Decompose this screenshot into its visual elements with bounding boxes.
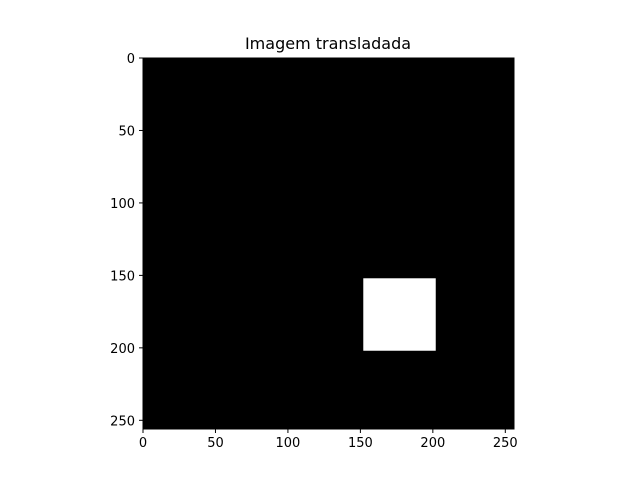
white-square-region: [363, 278, 436, 351]
x-axis: 0 50 100 150 200 250: [139, 429, 518, 451]
chart-title: Imagem transladada: [245, 34, 411, 53]
y-tick-label: 200: [110, 342, 135, 357]
x-tick-label: 200: [420, 436, 445, 451]
x-tick-label: 50: [207, 436, 224, 451]
x-tick-label: 150: [348, 436, 373, 451]
x-tick-label: 100: [276, 436, 301, 451]
x-tick-label: 250: [493, 436, 518, 451]
axes-frame: [142, 57, 515, 430]
image-background: [143, 58, 514, 429]
y-axis: 0 50 100 150 200 250: [110, 52, 143, 429]
plot-area: [142, 57, 515, 430]
y-tick-label: 250: [110, 414, 135, 429]
y-tick-label: 50: [118, 124, 135, 139]
y-tick-label: 100: [110, 197, 135, 212]
y-tick-label: 0: [127, 52, 135, 67]
y-tick-label: 150: [110, 269, 135, 284]
x-tick-label: 0: [139, 436, 147, 451]
